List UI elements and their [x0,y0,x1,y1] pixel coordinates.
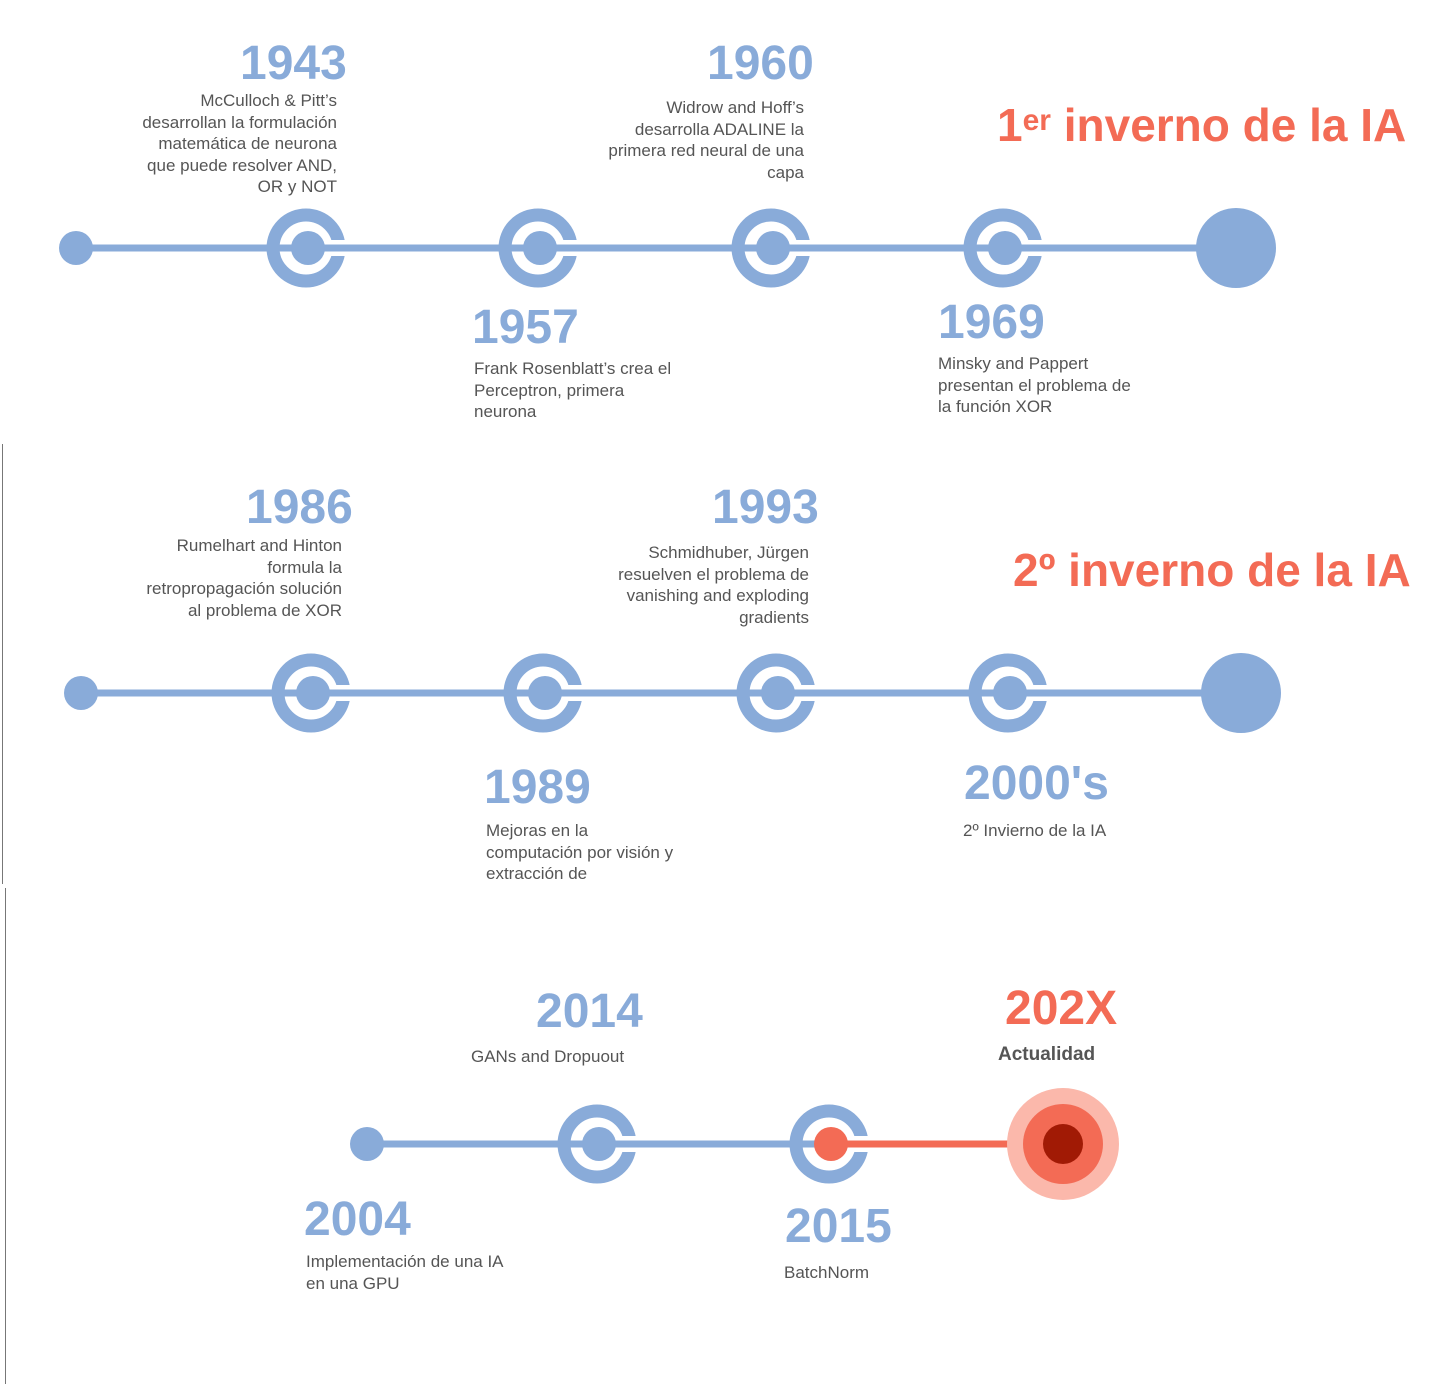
event-description-1969: Minsky and Pappert presentan el problema… [938,354,1131,416]
event-year-2000s: 2000's [964,757,1109,810]
event-year-1960: 1960 [707,37,814,90]
event-description-1957: Frank Rosenblatt’s crea el Perceptron, p… [474,359,672,421]
left-edge-line [2,444,3,884]
left-edge-line [5,888,6,1384]
timeline-node-1943 [266,208,352,288]
event-year-1969: 1969 [938,296,1045,349]
event-year-1986: 1986 [246,481,353,534]
event-year-1957: 1957 [472,301,579,354]
timeline-row-3 [350,1088,1119,1200]
event-description-1989: Mejoras en la computación por visión y e… [486,821,674,883]
event-description-1993: Schmidhuber, Jürgen resuelven el problem… [618,543,809,627]
event-description-1943: McCulloch & Pitt’s desarrollan la formul… [142,91,337,196]
event-description-1960: Widrow and Hoff’s desarrolla ADALINE la … [608,98,804,182]
timeline-node-1989 [503,653,589,733]
event-year-1989: 1989 [484,761,591,814]
timeline-node-1957 [498,208,584,288]
timeline-node-2000s [968,653,1054,733]
event-year-2014: 2014 [536,985,643,1038]
timeline-start-dot [59,231,93,265]
event-description-2000s: 2º Invierno de la IA [963,821,1107,840]
timeline-row-2 [64,653,1281,733]
timeline-node-1969 [963,208,1049,288]
event-description-2015: BatchNorm [784,1263,870,1282]
timeline-row-1 [59,208,1276,288]
timeline-node-1986 [271,653,357,733]
timeline-node-2014 [557,1104,643,1184]
timeline-node-202X [1007,1088,1119,1200]
event-description-2004: Implementación de una IA en una GPU [306,1252,504,1293]
timeline-end-dot [1201,653,1281,733]
event-year-1943: 1943 [240,37,347,90]
timeline-node-1960 [731,208,817,288]
timeline-node-1993 [736,653,822,733]
event-year-202X: 202X [1005,982,1118,1035]
winter-title-2: 2º inverno de la IA [1013,544,1411,596]
event-description-1986: Rumelhart and Hinton formula la retropro… [146,536,342,620]
event-year-2015: 2015 [785,1200,892,1253]
event-description-202X: Actualidad [998,1044,1096,1065]
event-description-2014: GANs and Dropuout [471,1047,625,1066]
winter-title-1: 1er inverno de la IA [997,99,1407,151]
event-year-1993: 1993 [712,481,819,534]
timeline-start-dot [350,1127,384,1161]
timeline-start-dot [64,676,98,710]
timeline-end-dot [1196,208,1276,288]
event-year-2004: 2004 [304,1193,411,1246]
timeline-node-2015 [789,1104,875,1184]
